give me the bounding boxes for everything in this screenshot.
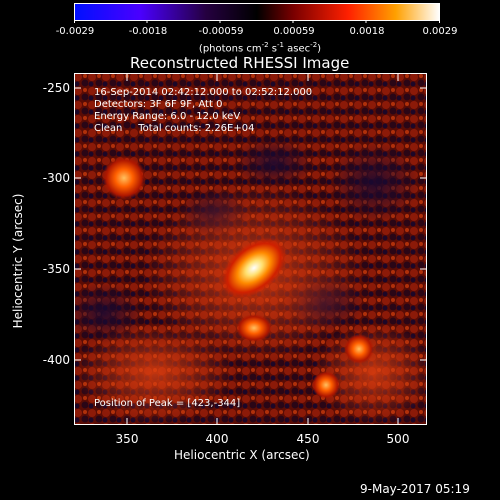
y-tick-label: -300 xyxy=(42,171,70,185)
annotation-detectors: Detectors: 3F 6F 9F, Att 0 xyxy=(94,99,223,110)
annotation-peak: Position of Peak = [423,-344] xyxy=(94,398,241,409)
y-tick-label: -250 xyxy=(42,81,70,95)
rhessi-image xyxy=(74,73,427,425)
y-tick-label: -400 xyxy=(42,353,70,367)
x-tick-label: 350 xyxy=(115,432,139,446)
colorbar-tick-label: -0.0029 xyxy=(55,26,95,37)
colorbar-units: (photons cm-2 s-1 asec-2) xyxy=(198,41,322,55)
colorbar-tick-label: -0.00059 xyxy=(198,26,244,37)
colorbar-tick-label: -0.0018 xyxy=(128,26,168,37)
plot-title: Reconstructed RHESSI Image xyxy=(130,54,350,72)
colorbar-tick-label: 0.0029 xyxy=(422,26,458,37)
axis-ticks xyxy=(74,74,427,425)
x-tick-label: 500 xyxy=(386,432,410,446)
colorbar xyxy=(74,3,440,23)
annotation-clean: Clean Total counts: 2.26E+04 xyxy=(94,123,255,134)
x-tick-label: 400 xyxy=(205,432,229,446)
annotation-time: 16-Sep-2014 02:42:12.000 to 02:52:12.000 xyxy=(94,87,313,98)
footer-date: 9-May-2017 05:19 xyxy=(360,482,470,496)
x-axis-label: Heliocentric X (arcsec) xyxy=(174,448,310,462)
colorbar-tick-label: 0.00059 xyxy=(273,26,315,37)
y-axis-label: Heliocentric Y (arcsec) xyxy=(11,193,25,329)
annotation-energy: Energy Range: 6.0 - 12.0 keV xyxy=(94,111,241,122)
y-tick-label: -350 xyxy=(42,262,70,276)
x-tick-label: 450 xyxy=(296,432,320,446)
colorbar-tick-label: 0.0018 xyxy=(349,26,385,37)
